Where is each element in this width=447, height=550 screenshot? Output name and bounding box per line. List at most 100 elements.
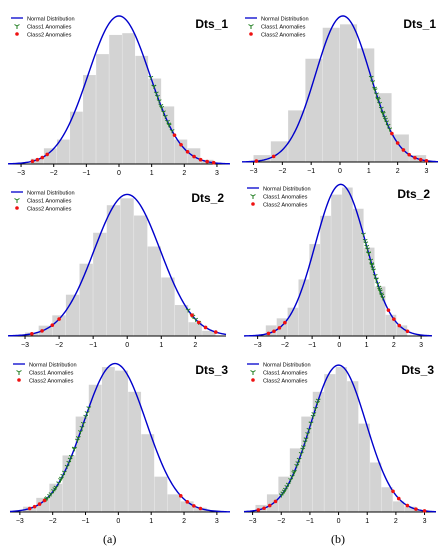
histogram-bar <box>322 27 340 163</box>
x-tick-label: −3 <box>17 170 25 177</box>
class1-anomaly-point <box>308 421 314 426</box>
class1-anomaly-point <box>380 111 386 117</box>
histogram-bar <box>287 307 299 336</box>
x-tick-label: 2 <box>193 342 197 349</box>
class2-anomaly-point <box>405 503 410 508</box>
histogram-bar <box>253 155 271 162</box>
class2-anomaly-point <box>185 500 190 504</box>
class2-anomaly-point <box>35 157 40 162</box>
class2-anomaly-point <box>267 503 272 508</box>
histogram-bar <box>96 54 109 164</box>
chart-title: Dts_3 <box>195 363 228 377</box>
histogram-bar <box>374 286 386 336</box>
histogram-bar <box>393 501 405 512</box>
class1-anomaly-point <box>166 123 172 128</box>
legend-label-curve: Normal Distribution <box>263 187 311 193</box>
class2-anomaly-point <box>211 160 216 165</box>
x-tick-label: 0 <box>125 342 129 349</box>
class1-anomaly-point <box>387 127 393 132</box>
histogram-bar <box>396 325 408 336</box>
class1-anomaly-point <box>373 277 379 282</box>
class2-anomaly-point <box>40 155 45 160</box>
chart-title: Dts_2 <box>191 191 224 205</box>
x-tick-label: 2 <box>182 170 186 177</box>
class1-anomaly-point <box>159 105 165 111</box>
histogram-bar <box>374 93 392 162</box>
legend: Normal Distribution Class1 Anomalies Class… <box>11 191 75 213</box>
x-tick-label: −1 <box>89 342 97 349</box>
histogram-bar <box>79 263 93 336</box>
histogram-bar <box>381 487 393 512</box>
histogram-bar <box>305 58 323 162</box>
histogram-bar <box>370 462 382 512</box>
class2-anomaly-point <box>272 329 276 334</box>
histogram-bar <box>312 391 324 512</box>
x-tick-label: −3 <box>250 168 258 175</box>
class2-anomaly-point <box>271 154 276 159</box>
x-tick-label: −1 <box>306 518 314 525</box>
class1-anomaly-point <box>84 411 90 416</box>
x-tick-label: 2 <box>392 342 396 349</box>
histogram-bar <box>134 215 148 336</box>
legend-class2-swatch <box>15 32 19 36</box>
class1-anomaly-point <box>193 317 199 322</box>
class1-anomaly-point <box>306 427 312 433</box>
class2-anomaly-point <box>413 155 417 160</box>
x-tick-label: 1 <box>149 518 153 525</box>
class2-anomaly-point <box>397 323 402 328</box>
class1-anomaly-point <box>64 464 70 469</box>
histogram-bar <box>331 194 342 336</box>
class1-anomaly-point <box>72 446 77 451</box>
class2-anomaly-point <box>192 504 196 508</box>
legend-class1-swatch <box>250 370 256 375</box>
x-tick-label: −2 <box>50 170 58 177</box>
class1-anomaly-point <box>366 251 372 257</box>
x-tick-label: −1 <box>82 518 90 525</box>
x-tick-label: −2 <box>55 342 63 349</box>
class2-anomaly-point <box>196 320 201 325</box>
x-tick-label: −1 <box>82 170 90 177</box>
histogram-bar <box>278 476 290 512</box>
class1-anomaly-point <box>368 75 374 80</box>
class1-anomaly-point <box>384 120 389 125</box>
class1-anomaly-point <box>292 469 297 474</box>
histogram-bar <box>174 139 188 164</box>
class1-anomaly-point <box>365 247 370 252</box>
class1-anomaly-point <box>375 97 381 103</box>
class2-anomaly-point <box>27 506 32 511</box>
legend-label-curve: Normal Distribution <box>27 17 75 23</box>
x-tick-label: 3 <box>215 518 219 525</box>
histogram-bar <box>70 111 83 164</box>
histogram-bar <box>358 423 370 512</box>
x-tick-label: 1 <box>365 518 369 525</box>
x-tick-label: −2 <box>281 342 289 349</box>
panel-label-a: (a) <box>103 532 117 546</box>
chart-a-3: −3 −2 −1 0 1 2 3 Normal Distribution Class1 Anom… <box>9 363 231 525</box>
class1-anomaly-point <box>378 106 384 111</box>
legend-label-curve: Normal Distribution <box>263 363 311 369</box>
histogram-bar <box>385 314 397 336</box>
histogram-bar <box>363 247 375 336</box>
legend: Normal Distribution Class1 Anomalies Class… <box>11 17 75 39</box>
x-tick-label: 3 <box>423 518 427 525</box>
class2-anomaly-point <box>45 152 49 157</box>
normal-distribution-curve <box>7 193 227 337</box>
class1-anomaly-point <box>380 296 386 301</box>
legend-label-class1: Class1 Anomalies <box>29 371 74 377</box>
histogram-bar <box>301 416 313 512</box>
class2-anomaly-point <box>418 157 423 162</box>
legend-class2-swatch <box>251 202 255 206</box>
histogram-bar <box>83 75 96 164</box>
legend: Normal Distribution Class1 Anomalies Class… <box>13 363 77 385</box>
x-tick-label: 0 <box>338 168 342 175</box>
class2-anomaly-point <box>395 141 400 145</box>
histogram-bar <box>135 55 149 164</box>
class2-anomaly-point <box>277 326 282 330</box>
class1-anomaly-point <box>298 451 304 457</box>
class1-anomaly-point <box>80 421 86 427</box>
legend: Normal Distribution Class1 Anomalies Class… <box>247 363 311 385</box>
legend-class2-swatch <box>251 378 255 382</box>
histogram-bar <box>141 434 155 512</box>
class2-anomaly-point <box>172 133 177 137</box>
class2-anomaly-point <box>42 498 47 503</box>
